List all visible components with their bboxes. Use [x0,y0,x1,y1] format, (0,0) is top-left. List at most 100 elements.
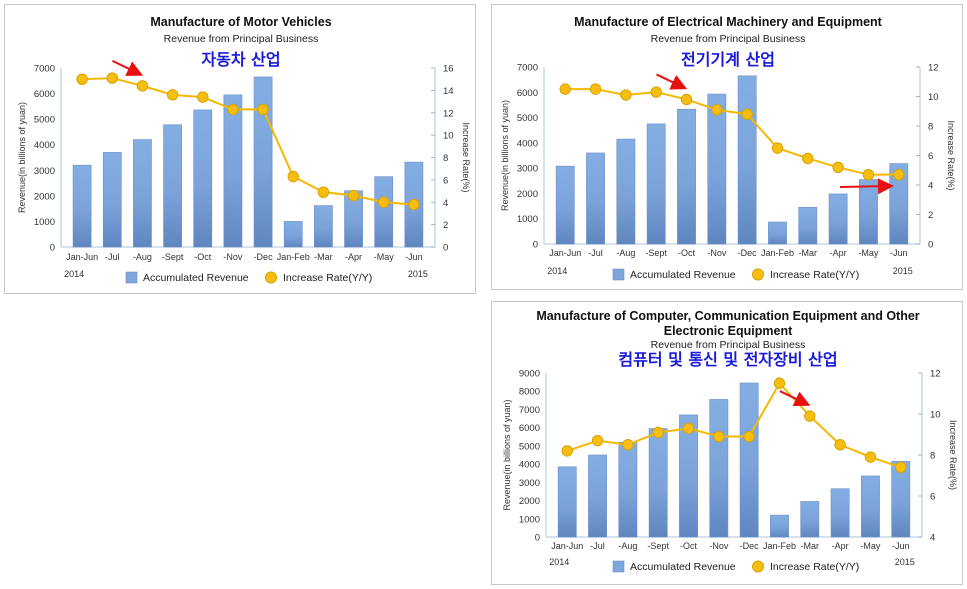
bar-accumulated-revenue [889,163,909,245]
y-axis-label: Revenue(in billions of yuan) [502,399,512,510]
chart-title: Manufacture of Motor Vehicles [150,15,331,29]
y2-tick-label: 6 [928,151,933,162]
red-arrow-annotation [112,59,144,76]
point-increase-rate [136,80,149,92]
korean-annotation: 컴퓨터 및 통신 및 전자장비 산업 [618,350,837,369]
point-increase-rate [743,430,755,443]
y-tick-label: 4000 [517,138,538,149]
bar-accumulated-revenue [648,428,668,538]
point-increase-rate [802,152,814,165]
y-tick-label: 7000 [519,405,540,416]
y2-tick-label: 12 [928,63,939,74]
point-increase-rate [589,83,602,95]
x-tick-label: -Apr [345,252,362,262]
bar-accumulated-revenue [193,109,213,248]
y2-tick-label: 4 [928,181,933,192]
y2-tick-label: 14 [443,86,454,97]
bar-accumulated-revenue [861,475,880,538]
bar-accumulated-revenue [859,179,878,245]
point-increase-rate [106,72,118,84]
x-tick-label: -Nov [223,252,243,262]
point-increase-rate [227,103,239,116]
bar-accumulated-revenue [891,461,911,538]
red-arrow-annotation [779,390,811,407]
x-tick-label: -Sept [645,248,667,258]
x-tick-label: -Dec [740,541,760,551]
bar-accumulated-revenue [72,164,92,248]
year-label-start: 2014 [64,269,84,279]
year-label-end: 2015 [895,557,915,567]
x-tick-label: -Mar [314,252,333,262]
y-tick-label: 2000 [519,496,540,507]
y-tick-label: 1000 [34,217,55,228]
y-tick-label: 4000 [34,140,55,151]
legend-label-revenue: Accumulated Revenue [630,561,736,573]
x-tick-label: -Nov [707,248,727,258]
y2-tick-label: 0 [928,240,933,251]
bar-accumulated-revenue [223,94,243,248]
point-increase-rate [893,168,905,181]
x-tick-label: -May [860,541,880,551]
x-tick-label: -Jun [892,541,910,551]
x-tick-label: -Dec [738,248,758,258]
x-tick-label: Jan-Jun [549,248,581,258]
point-increase-rate [895,461,907,474]
point-increase-rate [832,161,844,174]
y-axis-label: Revenue(in billions of yuan) [500,100,510,211]
y2-tick-label: 12 [443,108,454,119]
y-tick-label: 1000 [519,514,540,525]
y-tick-label: 6000 [517,88,538,99]
point-increase-rate [682,422,695,435]
bar-accumulated-revenue [133,139,152,248]
bar-accumulated-revenue [737,75,757,245]
x-tick-label: -May [374,252,394,262]
x-tick-label: -Jun [890,248,908,258]
legend-label-rate: Increase Rate(Y/Y) [770,561,859,573]
chart-panel-electrical-machinery: Manufacture of Electrical Machinery and … [491,4,963,290]
bar-accumulated-revenue [677,108,696,245]
y2-tick-label: 10 [928,92,939,103]
y2-tick-label: 8 [443,153,448,164]
x-tick-label: -Jul [590,541,605,551]
x-tick-label: -Oct [194,252,211,262]
point-increase-rate [713,430,725,443]
point-increase-rate [650,86,662,98]
red-arrow-annotation [839,178,894,195]
x-tick-label: Jan-Feb [761,248,794,258]
y-tick-label: 2000 [34,191,55,202]
bar-accumulated-revenue [314,205,333,248]
x-tick-label: -Sept [647,541,669,551]
red-arrow-annotation [656,73,688,90]
y2-tick-label: 10 [443,131,454,142]
x-tick-label: -Aug [133,252,152,262]
y2-tick-label: 16 [443,64,454,75]
chart-svg: Manufacture of Computer, Communication E… [502,309,958,573]
bar-accumulated-revenue [618,441,638,538]
line-increase-rate [82,77,414,206]
y2-tick-label: 0 [443,243,448,254]
bar-accumulated-revenue [557,466,577,538]
legend-swatch-revenue [612,268,625,281]
x-tick-label: -Apr [830,248,847,258]
bar-accumulated-revenue [798,207,818,245]
bar-accumulated-revenue [800,501,820,538]
bar-accumulated-revenue [102,152,122,248]
year-label-start: 2014 [547,266,567,276]
point-increase-rate [317,186,330,198]
bar-accumulated-revenue [374,176,394,248]
chart-panel-motor-vehicles: Manufacture of Motor Vehicles Revenue fro… [4,4,476,294]
point-increase-rate [771,142,784,154]
y2-tick-label: 4 [930,533,935,544]
point-increase-rate [378,196,390,208]
legend-swatch-rate [265,271,277,284]
x-tick-label: Jan-Jun [66,252,98,262]
year-label-end: 2015 [893,266,913,276]
y2-axis-label: Increase Rate(%) [461,122,471,192]
chart-title-line2: Electronic Equipment [664,324,793,338]
point-increase-rate [591,434,604,447]
point-increase-rate [559,83,571,95]
legend-label-revenue: Accumulated Revenue [630,269,736,281]
y-tick-label: 0 [535,533,540,544]
x-tick-label: -Mar [801,541,820,551]
point-increase-rate [76,73,88,85]
